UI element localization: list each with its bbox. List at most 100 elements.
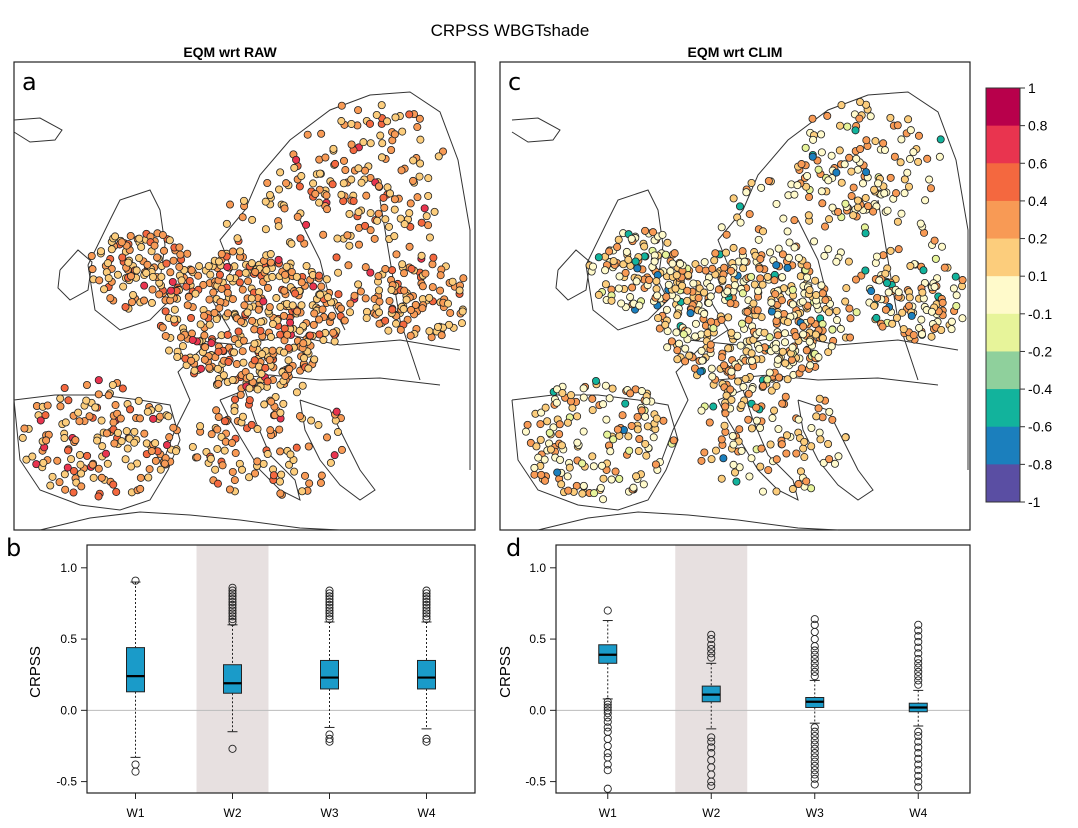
station-marker bbox=[841, 199, 850, 208]
outlier bbox=[707, 781, 716, 790]
colorbar-label: 0.6 bbox=[1028, 155, 1048, 171]
station-marker bbox=[236, 390, 245, 399]
station-marker bbox=[921, 196, 930, 205]
station-marker bbox=[276, 168, 285, 177]
station-marker bbox=[343, 231, 352, 240]
station-marker bbox=[424, 191, 433, 200]
station-marker bbox=[729, 243, 738, 252]
station-marker bbox=[807, 423, 816, 432]
station-marker bbox=[437, 331, 446, 340]
station-marker bbox=[89, 473, 98, 482]
outlier bbox=[810, 635, 819, 644]
station-marker bbox=[217, 249, 226, 258]
map-c-coastlines bbox=[511, 91, 969, 531]
station-marker bbox=[397, 166, 406, 175]
station-marker bbox=[730, 281, 739, 290]
station-marker bbox=[634, 447, 643, 456]
station-marker bbox=[425, 327, 434, 336]
outlier bbox=[914, 783, 923, 792]
station-marker bbox=[927, 307, 936, 316]
station-marker bbox=[356, 287, 365, 296]
station-marker bbox=[837, 101, 846, 110]
station-marker bbox=[546, 445, 555, 454]
station-marker bbox=[820, 251, 829, 260]
station-marker bbox=[56, 394, 65, 403]
coastline bbox=[797, 219, 844, 331]
station-marker bbox=[347, 175, 356, 184]
station-marker bbox=[319, 336, 328, 345]
station-marker bbox=[817, 187, 826, 196]
station-marker bbox=[720, 361, 729, 370]
station-marker bbox=[663, 343, 672, 352]
outlier bbox=[228, 597, 237, 607]
station-marker bbox=[253, 457, 262, 466]
station-marker bbox=[276, 489, 285, 498]
station-marker bbox=[781, 392, 790, 401]
station-marker bbox=[113, 270, 122, 279]
station-marker bbox=[555, 420, 564, 429]
station-marker bbox=[706, 283, 715, 292]
station-marker bbox=[579, 481, 588, 490]
station-marker bbox=[645, 276, 654, 285]
station-marker bbox=[881, 305, 890, 314]
station-marker bbox=[858, 179, 867, 188]
station-marker bbox=[805, 285, 814, 294]
station-marker bbox=[747, 454, 756, 463]
outlier bbox=[603, 703, 612, 712]
station-marker bbox=[778, 273, 787, 282]
station-marker bbox=[879, 251, 888, 260]
station-marker bbox=[392, 250, 401, 259]
station-marker bbox=[709, 402, 718, 411]
station-marker bbox=[95, 276, 104, 285]
station-marker bbox=[744, 389, 753, 398]
station-marker bbox=[701, 266, 710, 275]
station-marker bbox=[304, 442, 313, 451]
station-marker bbox=[323, 293, 332, 302]
map-c-stations bbox=[521, 98, 967, 504]
station-marker bbox=[700, 309, 709, 318]
station-marker bbox=[421, 269, 430, 278]
station-marker bbox=[292, 388, 301, 397]
station-marker bbox=[245, 396, 254, 405]
station-marker bbox=[714, 285, 723, 294]
station-marker bbox=[238, 465, 247, 474]
station-marker bbox=[400, 269, 409, 278]
station-marker bbox=[428, 260, 437, 269]
station-marker bbox=[828, 325, 837, 334]
station-marker bbox=[374, 272, 383, 281]
station-marker bbox=[332, 253, 341, 262]
station-marker bbox=[225, 485, 234, 494]
station-marker bbox=[417, 218, 426, 227]
station-marker bbox=[704, 298, 713, 307]
station-marker bbox=[720, 421, 729, 430]
outlier bbox=[914, 667, 923, 676]
station-marker bbox=[286, 450, 295, 459]
station-marker bbox=[847, 192, 856, 201]
station-marker bbox=[633, 264, 642, 273]
station-marker bbox=[621, 399, 630, 408]
station-marker bbox=[851, 275, 860, 284]
station-marker bbox=[663, 238, 672, 247]
station-marker bbox=[947, 325, 956, 334]
station-marker bbox=[287, 239, 296, 248]
station-marker bbox=[375, 308, 384, 317]
station-marker bbox=[337, 304, 346, 313]
station-marker bbox=[815, 394, 824, 403]
colorbar-swatch bbox=[986, 163, 1020, 202]
station-marker bbox=[738, 247, 747, 256]
station-marker bbox=[213, 425, 222, 434]
station-marker bbox=[238, 285, 247, 294]
colorbar-label: -0.4 bbox=[1028, 381, 1052, 397]
station-marker bbox=[862, 136, 871, 145]
station-marker bbox=[579, 393, 588, 402]
station-marker bbox=[311, 189, 320, 198]
station-marker bbox=[282, 262, 291, 271]
station-marker bbox=[729, 194, 738, 203]
station-marker bbox=[334, 268, 343, 277]
y-tick-label: 0.0 bbox=[529, 703, 546, 717]
station-marker bbox=[195, 262, 204, 271]
station-marker bbox=[918, 288, 927, 297]
station-marker bbox=[523, 420, 532, 429]
x-tick-label: W3 bbox=[321, 806, 339, 820]
station-marker bbox=[247, 294, 256, 303]
